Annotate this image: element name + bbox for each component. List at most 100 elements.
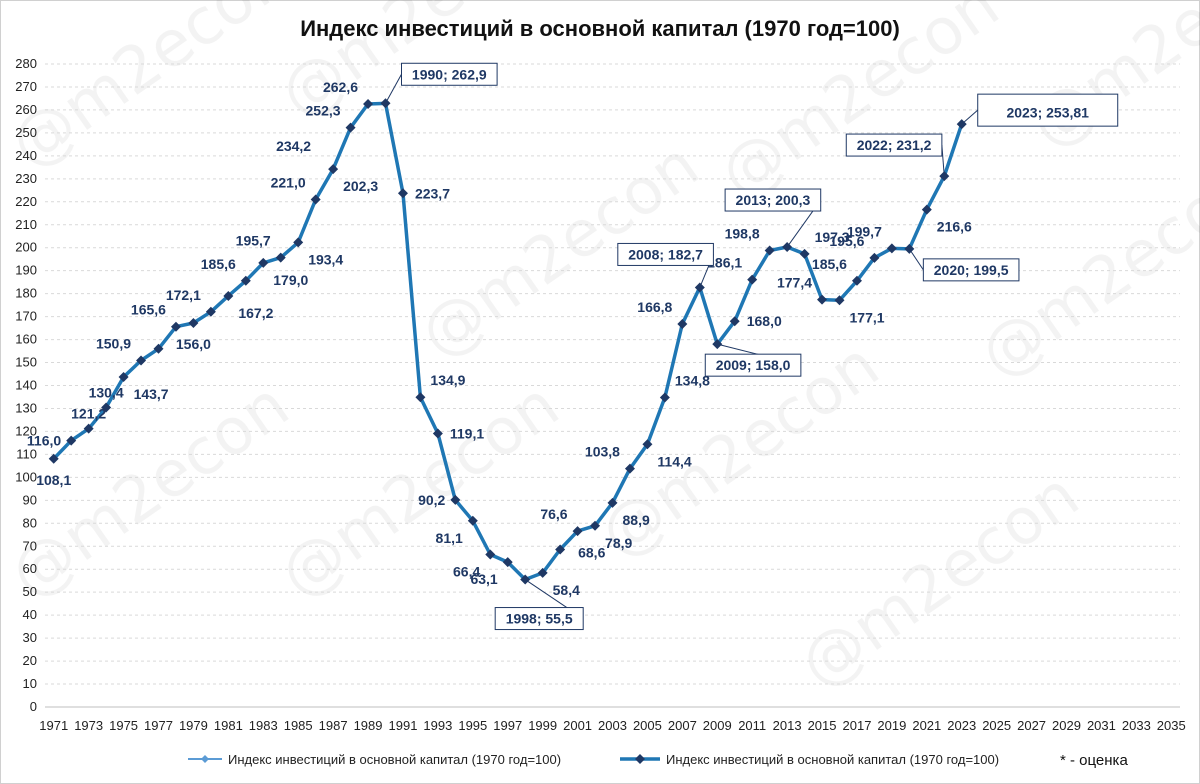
- data-point: [502, 557, 513, 568]
- data-point: [886, 243, 897, 254]
- x-tick-label: 2031: [1087, 718, 1116, 733]
- data-label: 185,6: [812, 256, 847, 272]
- callout-box: [845, 133, 943, 157]
- data-label: 103,8: [585, 444, 620, 460]
- data-label: 165,6: [131, 302, 166, 318]
- data-point: [275, 252, 286, 263]
- data-point: [677, 318, 688, 329]
- x-tick-label: 2021: [912, 718, 941, 733]
- data-label: 199,7: [847, 223, 882, 239]
- y-tick-label: 150: [15, 355, 37, 370]
- data-point: [869, 252, 880, 263]
- data-point: [345, 122, 356, 133]
- x-tick-label: 2023: [947, 718, 976, 733]
- data-point: [432, 428, 443, 439]
- data-label: 262,6: [323, 79, 358, 95]
- data-point: [258, 257, 269, 268]
- data-label: 197,3: [815, 229, 850, 245]
- x-tick-label: 2015: [808, 718, 837, 733]
- data-point: [834, 295, 845, 306]
- x-tick-label: 2027: [1017, 718, 1046, 733]
- y-tick-label: 10: [23, 676, 37, 691]
- y-tick-label: 120: [15, 423, 37, 438]
- data-point: [170, 321, 181, 332]
- data-label: 58,4: [553, 582, 580, 598]
- y-tick-label: 250: [15, 125, 37, 140]
- x-tick-label: 2007: [668, 718, 697, 733]
- data-point: [153, 343, 164, 354]
- data-point: [817, 294, 828, 305]
- data-label: 202,3: [343, 178, 378, 194]
- data-label: 168,0: [747, 313, 782, 329]
- data-label: 186,1: [707, 255, 742, 271]
- y-tick-label: 100: [15, 469, 37, 484]
- x-tick-label: 2009: [703, 718, 732, 733]
- data-label: 134,8: [675, 372, 710, 388]
- callout-text: 1998; 55,5: [506, 611, 573, 627]
- data-point: [572, 526, 583, 537]
- callout-leader: [908, 248, 924, 271]
- y-tick-label: 220: [15, 194, 37, 209]
- y-tick-label: 160: [15, 332, 37, 347]
- y-tick-label: 260: [15, 102, 37, 117]
- callout-box: [617, 242, 714, 266]
- y-tick-label: 40: [23, 607, 37, 622]
- data-point: [607, 497, 618, 508]
- y-tick-label: 90: [23, 492, 37, 507]
- data-label: 177,4: [777, 275, 812, 291]
- data-point: [188, 318, 199, 329]
- watermark-text: @m2econ: [0, 368, 302, 613]
- data-label: 177,1: [850, 309, 885, 325]
- data-label: 81,1: [436, 530, 463, 546]
- callout-leader: [961, 109, 979, 125]
- data-label: 185,6: [201, 256, 236, 272]
- data-label: 134,9: [430, 372, 465, 388]
- y-tick-label: 80: [23, 515, 37, 530]
- data-label: 198,8: [725, 225, 760, 241]
- data-label: 76,6: [540, 506, 567, 522]
- y-tick-label: 30: [23, 630, 37, 645]
- y-tick-label: 70: [23, 538, 37, 553]
- x-tick-label: 1993: [423, 718, 452, 733]
- data-label: 88,9: [623, 512, 650, 528]
- data-point: [310, 194, 321, 205]
- data-label: 156,0: [176, 336, 211, 352]
- callout-text: 2008; 182,7: [628, 246, 703, 262]
- y-tick-label: 180: [15, 286, 37, 301]
- data-label: 66,4: [453, 564, 480, 580]
- data-point: [118, 372, 129, 383]
- x-tick-label: 1971: [39, 718, 68, 733]
- data-label: 166,8: [637, 299, 672, 315]
- callout-text: 2023; 253,81: [1006, 104, 1089, 120]
- data-point: [921, 204, 932, 215]
- data-label: 195,6: [829, 233, 864, 249]
- data-label: 234,2: [276, 138, 311, 154]
- y-tick-label: 20: [23, 653, 37, 668]
- data-label: 116,0: [27, 433, 61, 449]
- x-tick-label: 1973: [74, 718, 103, 733]
- x-tick-label: 1977: [144, 718, 173, 733]
- y-tick-label: 240: [15, 148, 37, 163]
- callout-box: [724, 188, 822, 212]
- data-label: 193,4: [308, 251, 343, 267]
- y-tick-label: 140: [15, 378, 37, 393]
- data-point: [48, 453, 59, 464]
- x-tick-label: 2005: [633, 718, 662, 733]
- x-tick-label: 2011: [738, 718, 766, 733]
- callout-box: [494, 607, 584, 631]
- data-point: [83, 423, 94, 434]
- data-label: 252,3: [306, 103, 341, 119]
- legend-label: Индекс инвестиций в основной капитал (19…: [666, 752, 999, 767]
- y-tick-label: 110: [16, 446, 37, 461]
- y-tick-label: 280: [15, 56, 37, 71]
- data-label: 68,6: [578, 544, 605, 560]
- legend-swatch-marker: [635, 754, 645, 764]
- data-point: [328, 164, 339, 175]
- data-label: 63,1: [470, 571, 497, 587]
- data-point: [467, 515, 478, 526]
- data-point: [642, 439, 653, 450]
- data-point: [485, 549, 496, 560]
- x-tick-label: 2035: [1157, 718, 1186, 733]
- data-label: 119,1: [450, 425, 484, 441]
